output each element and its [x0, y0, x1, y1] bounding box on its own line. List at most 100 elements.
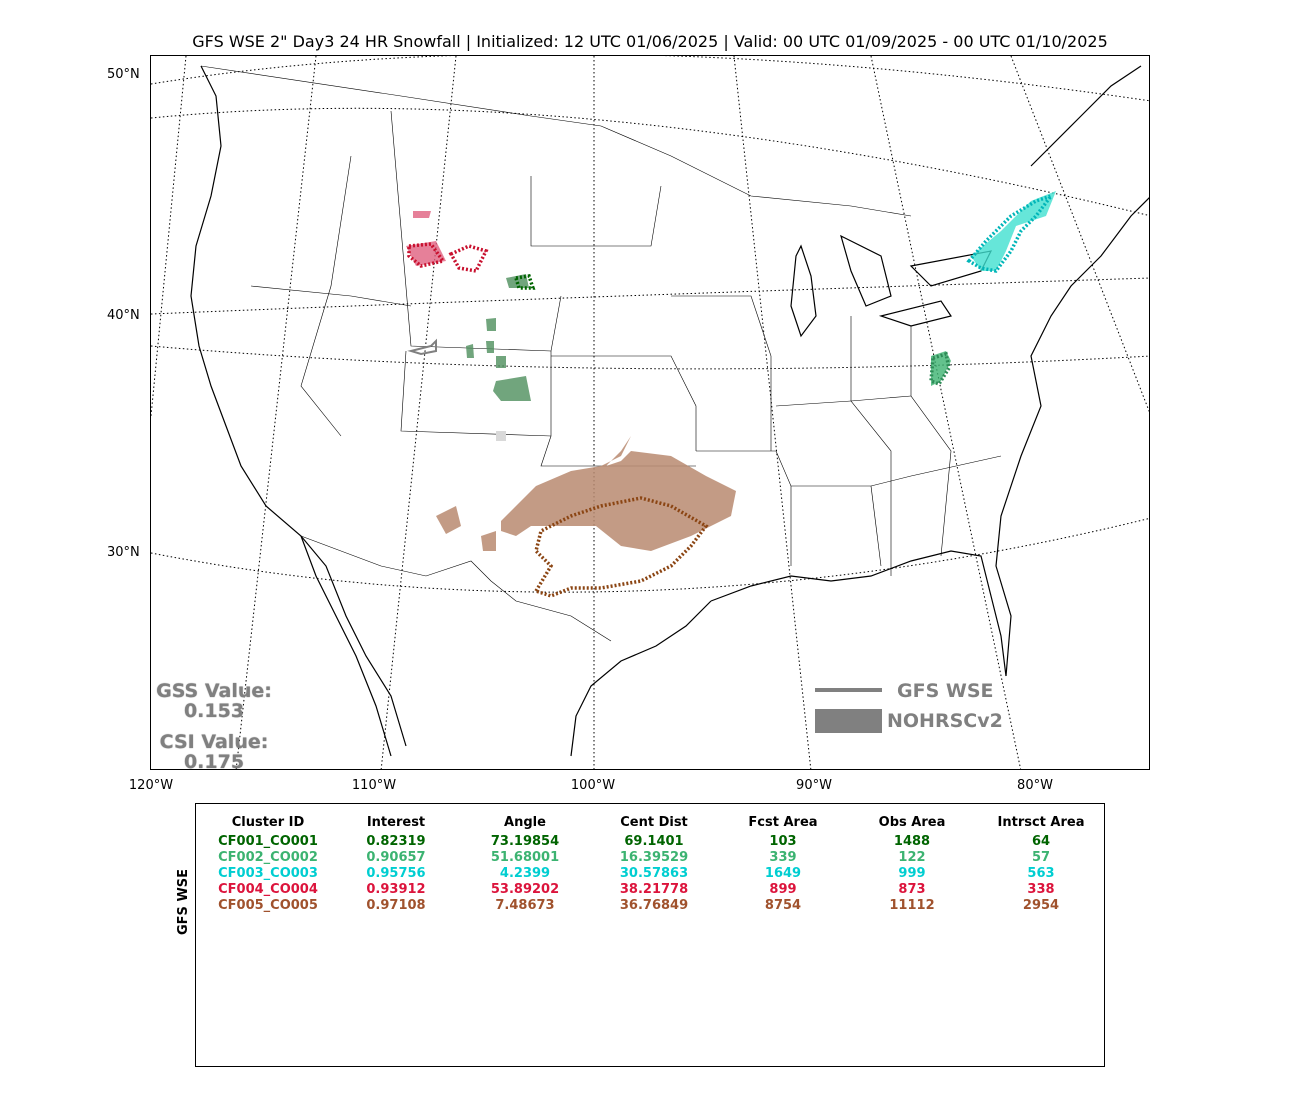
- cell-interest: 0.90657: [366, 850, 426, 865]
- lon-line-110: [235, 56, 317, 769]
- lat-line-30: [151, 517, 1149, 593]
- obs-area-cf005-c: [481, 531, 496, 551]
- lat-line-50: [151, 56, 1149, 102]
- header-fcst-area: Fcst Area: [748, 815, 818, 830]
- fcst-contour-gray: [407, 338, 437, 356]
- cell-angle: 73.19854: [490, 834, 560, 849]
- lat-line-45: [151, 107, 1149, 217]
- cell-obs-area: 999: [898, 866, 926, 881]
- cell-cent-dist: 69.1401: [624, 834, 684, 849]
- map-canvas: [151, 56, 1149, 769]
- cell-fcst-area: 899: [769, 882, 797, 897]
- table-ylabel: GFS WSE: [176, 868, 191, 935]
- cell-obs-area: 1488: [893, 834, 931, 849]
- header-angle: Angle: [504, 815, 546, 830]
- us-canada-border: [200, 65, 912, 217]
- cell-cent-dist: 38.21778: [619, 882, 689, 897]
- coastlines: [190, 65, 1149, 757]
- obs-area-gray: [496, 431, 506, 441]
- obs-area-cf002: [931, 351, 951, 386]
- cell-angle: 53.89202: [490, 882, 560, 897]
- lon-label-120: 120°W: [128, 778, 174, 793]
- forecast-contours: [407, 192, 1056, 598]
- cell-angle: 51.68001: [490, 850, 560, 865]
- map-panel: [150, 55, 1150, 770]
- lon-label-100: 100°W: [570, 778, 616, 793]
- lon-line-120: [151, 56, 187, 417]
- lon-line-70: [870, 56, 1022, 769]
- cell-fcst-area: 8754: [764, 898, 802, 913]
- baja: [300, 535, 392, 757]
- lon-label-110: 110°W: [351, 778, 397, 793]
- cell-cent-dist: 30.57863: [619, 866, 689, 881]
- map-title: GFS WSE 2" Day3 24 HR Snowfall | Initial…: [192, 32, 1108, 51]
- fcst-contour-cf001: [513, 274, 536, 290]
- cell-interest: 0.82319: [366, 834, 426, 849]
- lon-line-100: [380, 56, 457, 769]
- cell-intrsct-area: 2954: [1022, 898, 1060, 913]
- lon-line-60: [1010, 56, 1149, 413]
- lat-label-30: 30°N: [107, 545, 140, 560]
- cell-cluster-id: CF004_CO004: [218, 882, 318, 897]
- east-coast: [995, 197, 1149, 677]
- west-coast: [190, 65, 407, 747]
- cell-cluster-id: CF002_CO002: [218, 850, 318, 865]
- cell-fcst-area: 103: [769, 834, 797, 849]
- lat-label-40: 40°N: [107, 308, 140, 323]
- cell-interest: 0.93912: [366, 882, 426, 897]
- header-obs-area: Obs Area: [878, 815, 946, 830]
- observed-areas: [406, 191, 1056, 551]
- lat-line-40: [151, 277, 1149, 315]
- cell-cluster-id: CF001_CO001: [218, 834, 318, 849]
- obs-area-cf003: [971, 191, 1056, 271]
- legend-forecast-line: [815, 688, 882, 692]
- lat-label-50: 50°N: [107, 67, 140, 82]
- header-cent-dist: Cent Dist: [620, 815, 688, 830]
- cell-obs-area: 873: [898, 882, 926, 897]
- obs-area-cf004-b: [413, 211, 431, 218]
- lon-label-80: 80°W: [1017, 778, 1053, 793]
- cell-intrsct-area: 563: [1027, 866, 1055, 881]
- cell-intrsct-area: 64: [1031, 834, 1051, 849]
- gss-label: GSS Value:: [156, 680, 272, 702]
- cell-intrsct-area: 57: [1031, 850, 1051, 865]
- lon-line-80: [733, 56, 812, 769]
- cell-interest: 0.95756: [366, 866, 426, 881]
- csi-value: 0.175: [183, 751, 245, 773]
- obs-area-cf005-b: [436, 506, 461, 534]
- cell-intrsct-area: 338: [1027, 882, 1055, 897]
- obs-area-cf001-f: [496, 356, 506, 368]
- obs-area-cf001-e: [486, 341, 494, 353]
- us-mexico-border: [300, 535, 612, 642]
- header-cluster-id: Cluster ID: [231, 815, 305, 830]
- cell-angle: 7.48673: [495, 898, 555, 913]
- legend-observed-swatch: [815, 709, 882, 733]
- fcst-contour-cf005: [533, 496, 709, 598]
- great-lakes: [790, 234, 993, 338]
- cell-angle: 4.2399: [499, 866, 551, 881]
- gulf-coast: [710, 550, 1007, 677]
- lat-line-35: [151, 345, 1149, 370]
- legend-forecast-label: GFS WSE: [897, 680, 994, 702]
- cell-cluster-id: CF003_CO003: [218, 866, 318, 881]
- legend-observed-label: NOHRSCv2: [887, 710, 1003, 732]
- cell-fcst-area: 1649: [764, 866, 802, 881]
- canada-coast: [1030, 65, 1142, 167]
- texas-coast: [570, 600, 712, 757]
- fcst-contour-cf002: [929, 351, 951, 387]
- gss-value: 0.153: [183, 700, 245, 722]
- obs-area-cf001-b: [506, 274, 529, 288]
- graticule: [151, 56, 1149, 769]
- state-borders: [200, 65, 1002, 642]
- cell-obs-area: 11112: [889, 898, 935, 913]
- header-interest: Interest: [366, 815, 426, 830]
- cell-interest: 0.97108: [366, 898, 426, 913]
- cell-cent-dist: 16.39529: [619, 850, 689, 865]
- obs-area-cf001-c: [466, 344, 474, 358]
- fcst-contour-cf003: [966, 192, 1056, 273]
- cell-fcst-area: 339: [769, 850, 797, 865]
- cell-cent-dist: 36.76849: [619, 898, 689, 913]
- cluster-table: [195, 803, 1105, 1067]
- obs-area-cf005: [501, 436, 736, 551]
- cell-obs-area: 122: [898, 850, 926, 865]
